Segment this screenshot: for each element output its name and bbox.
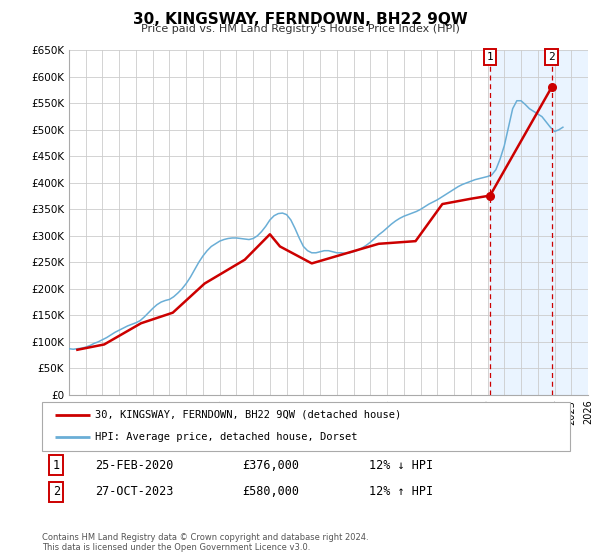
Text: 2: 2 [548,52,555,62]
Text: Price paid vs. HM Land Registry's House Price Index (HPI): Price paid vs. HM Land Registry's House … [140,24,460,34]
Text: 30, KINGSWAY, FERNDOWN, BH22 9QW (detached house): 30, KINGSWAY, FERNDOWN, BH22 9QW (detach… [95,410,401,420]
Text: 30, KINGSWAY, FERNDOWN, BH22 9QW: 30, KINGSWAY, FERNDOWN, BH22 9QW [133,12,467,27]
Text: £376,000: £376,000 [242,459,299,472]
Text: HPI: Average price, detached house, Dorset: HPI: Average price, detached house, Dors… [95,432,358,442]
Text: 27-OCT-2023: 27-OCT-2023 [95,486,173,498]
Text: £580,000: £580,000 [242,486,299,498]
FancyBboxPatch shape [42,402,570,451]
Bar [490,50,596,395]
Text: 1: 1 [53,459,60,472]
Text: 2: 2 [53,486,60,498]
Text: This data is licensed under the Open Government Licence v3.0.: This data is licensed under the Open Gov… [42,543,310,552]
Text: 25-FEB-2020: 25-FEB-2020 [95,459,173,472]
Text: 12% ↑ HPI: 12% ↑ HPI [370,486,433,498]
Text: 12% ↓ HPI: 12% ↓ HPI [370,459,433,472]
Text: 1: 1 [487,52,493,62]
Text: Contains HM Land Registry data © Crown copyright and database right 2024.: Contains HM Land Registry data © Crown c… [42,533,368,542]
